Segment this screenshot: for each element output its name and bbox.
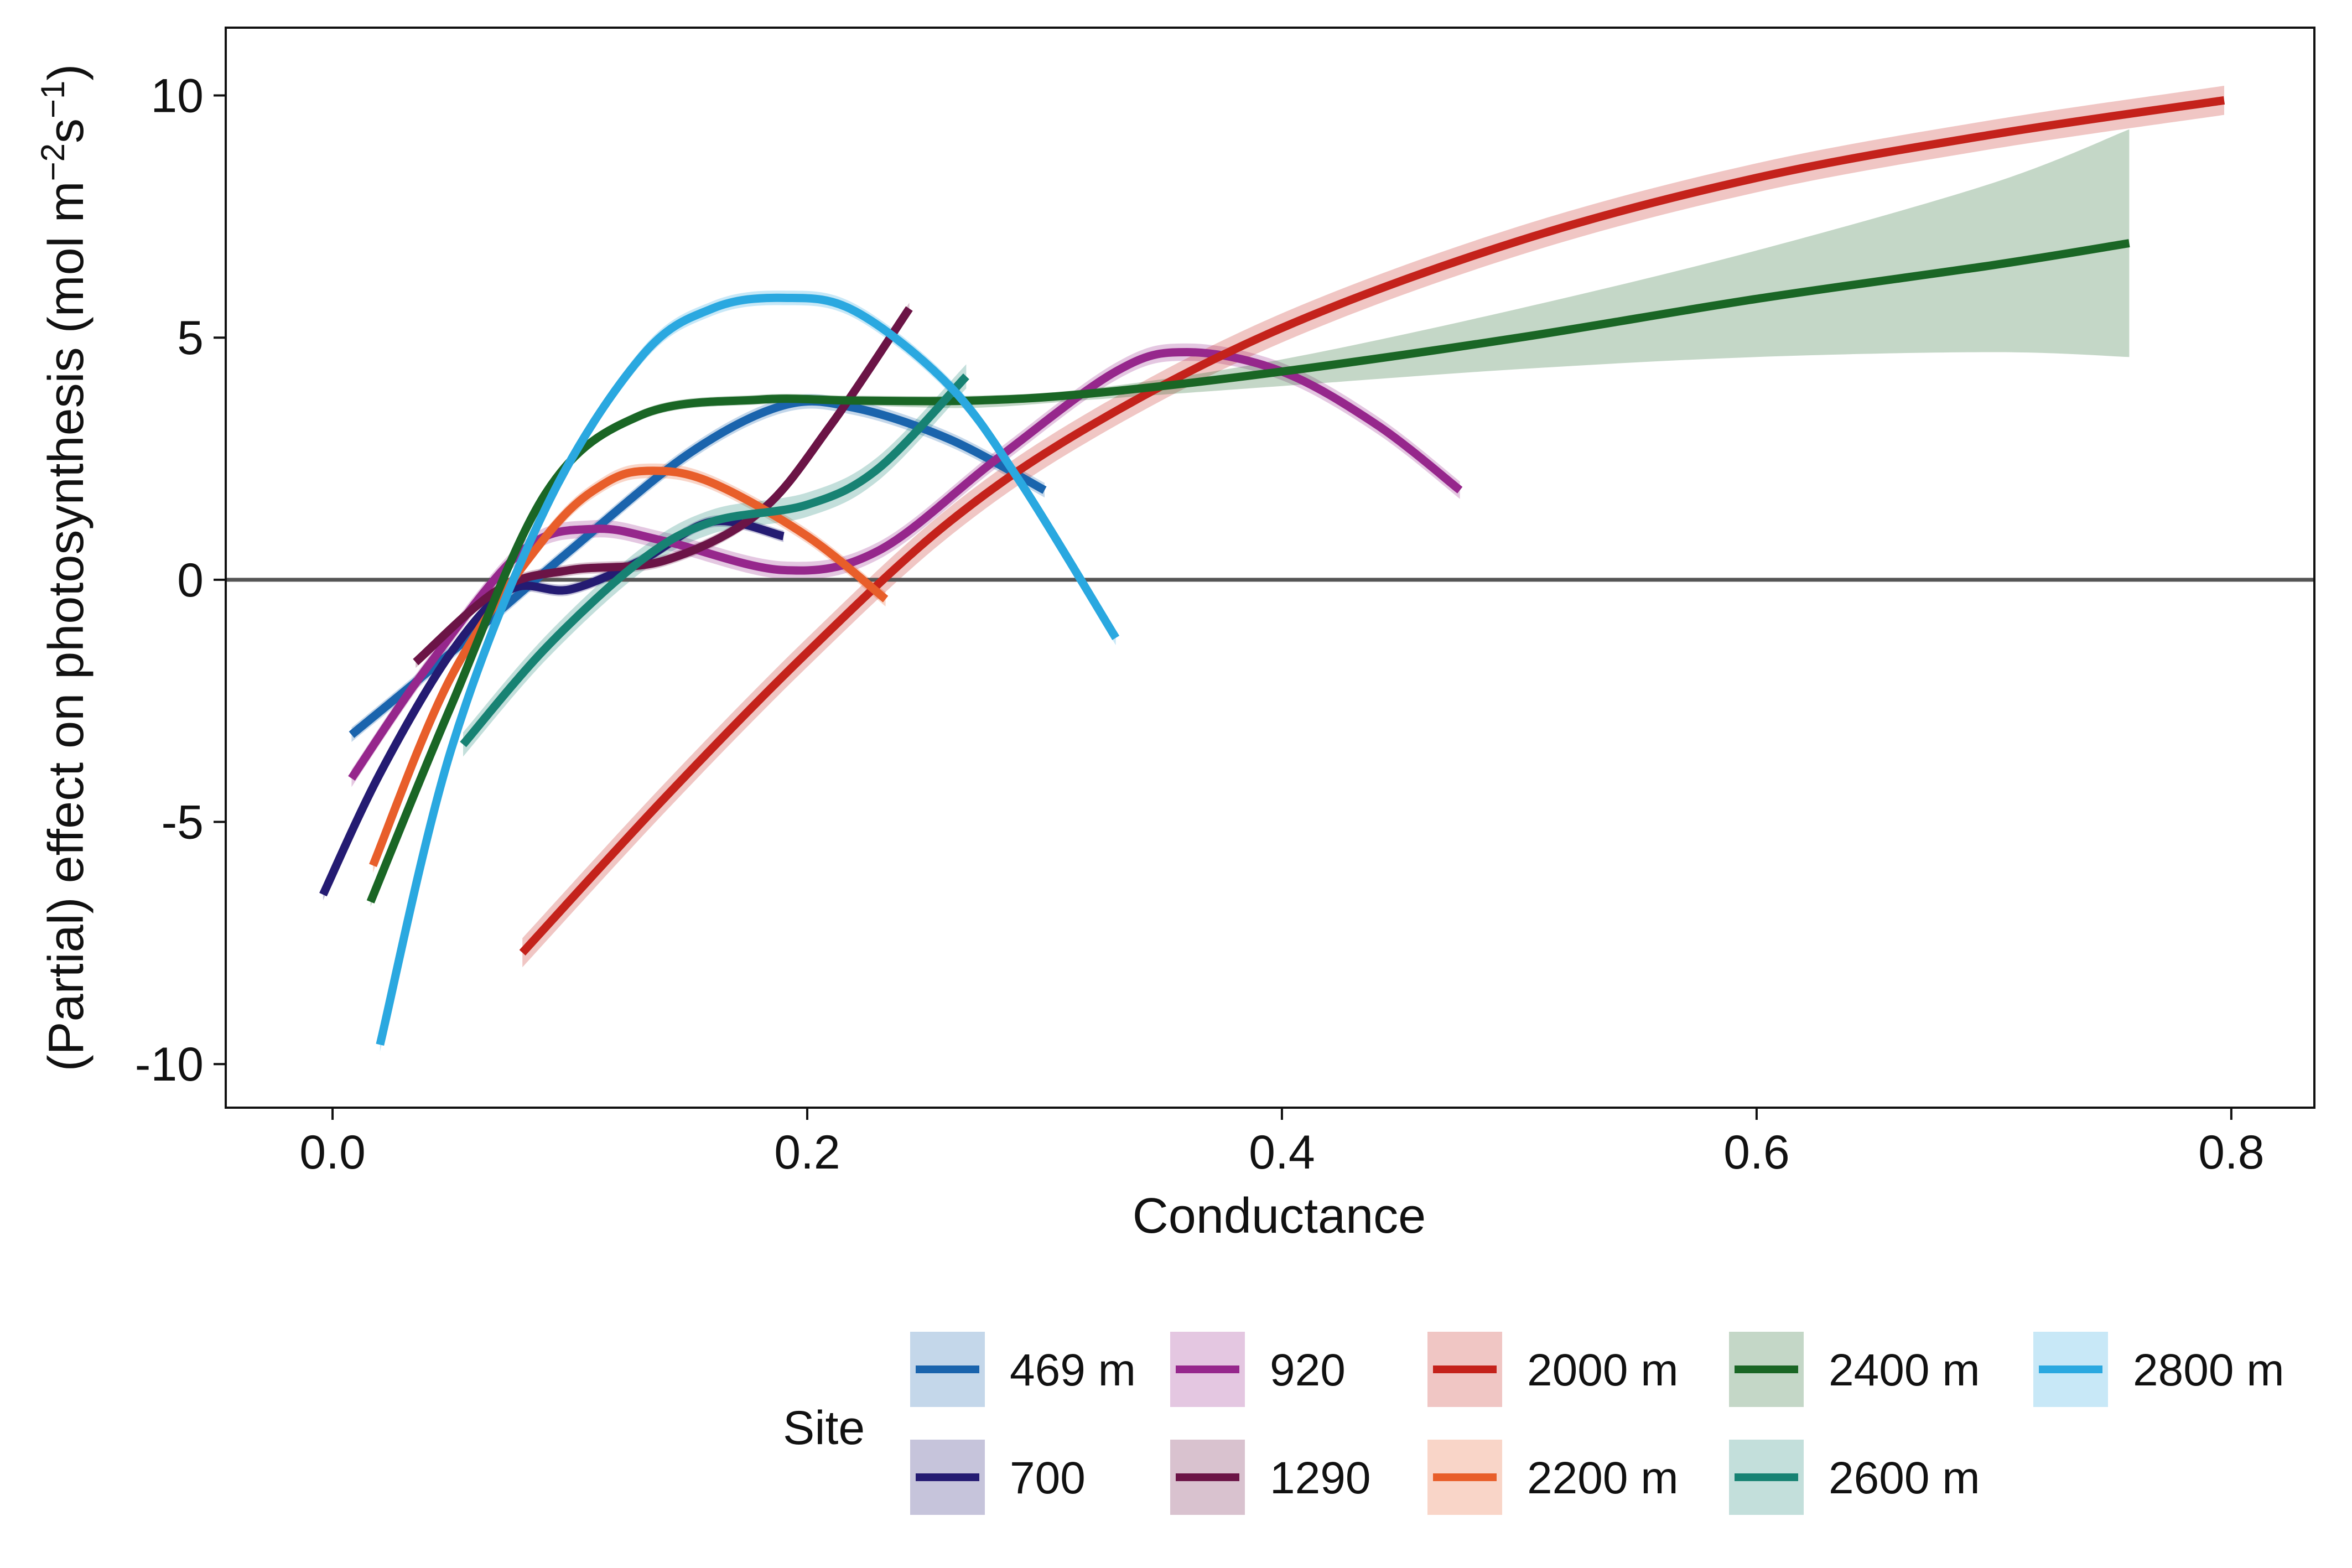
plot-frame	[225, 27, 2315, 1109]
y-axis: -10 -5 0 5 10	[135, 70, 226, 1091]
y-tick-label: 5	[177, 311, 204, 365]
x-tick-label: 0.6	[1723, 1126, 1790, 1179]
y-axis-title-main: (Partial) effect on photosynthesis (mol …	[39, 181, 94, 1071]
legend: Site 469 m 700 920 1290 2000 m 2200 m 2400 m 26…	[783, 1332, 2284, 1515]
legend-item-2000-m: 2000 m	[1427, 1332, 1679, 1407]
x-tick-label: 0.4	[1249, 1126, 1315, 1179]
x-tick-label: 0.8	[2198, 1126, 2265, 1179]
legend-label-2400-m: 2400 m	[1829, 1345, 1980, 1395]
legend-label-469-m: 469 m	[1010, 1345, 1136, 1395]
legend-label-920: 920	[1270, 1345, 1346, 1395]
series-line-2800-m	[376, 293, 1120, 1046]
series-line-2200-m	[369, 466, 889, 868]
legend-label-2800-m: 2800 m	[2133, 1345, 2284, 1395]
legend-item-469-m: 469 m	[910, 1332, 1136, 1407]
y-axis-title: (Partial) effect on photosynthesis (mol …	[34, 64, 94, 1072]
legend-label-1290: 1290	[1270, 1453, 1370, 1503]
y-axis-title-sup2: −1	[34, 81, 71, 118]
y-tick-label: 10	[150, 70, 204, 123]
legend-label-2600-m: 2600 m	[1829, 1453, 1980, 1503]
y-axis-title-end: )	[39, 64, 94, 81]
legend-label-2200-m: 2200 m	[1527, 1453, 1679, 1503]
legend-item-920: 920	[1170, 1332, 1346, 1407]
y-tick-label: -5	[162, 796, 204, 849]
x-tick-label: 0.2	[774, 1126, 840, 1179]
x-axis-title: Conductance	[1133, 1188, 1426, 1244]
legend-item-2200-m: 2200 m	[1427, 1440, 1679, 1515]
y-axis-title-mid: s	[39, 118, 94, 143]
series-lines	[319, 96, 2225, 1046]
y-axis-title-sup1: −2	[34, 143, 71, 181]
y-tick-label: 0	[177, 554, 204, 607]
series-line-2000-m	[519, 96, 2225, 956]
series-line-2400-m	[366, 239, 2130, 904]
y-tick-label: -10	[135, 1038, 204, 1091]
series-line-2600-m	[460, 373, 969, 747]
band-2400-m	[370, 129, 2130, 907]
legend-item-2600-m: 2600 m	[1729, 1440, 1980, 1515]
legend-label-700: 700	[1010, 1453, 1086, 1503]
legend-item-2800-m: 2800 m	[2033, 1332, 2284, 1407]
x-tick-label: 0.0	[299, 1126, 366, 1179]
legend-title: Site	[783, 1401, 865, 1455]
legend-item-1290: 1290	[1170, 1440, 1370, 1515]
x-axis: 0.0 0.2 0.4 0.6 0.8	[299, 1108, 2265, 1179]
legend-label-2000-m: 2000 m	[1527, 1345, 1679, 1395]
legend-item-2400-m: 2400 m	[1729, 1332, 1980, 1407]
legend-item-700: 700	[910, 1440, 1086, 1515]
